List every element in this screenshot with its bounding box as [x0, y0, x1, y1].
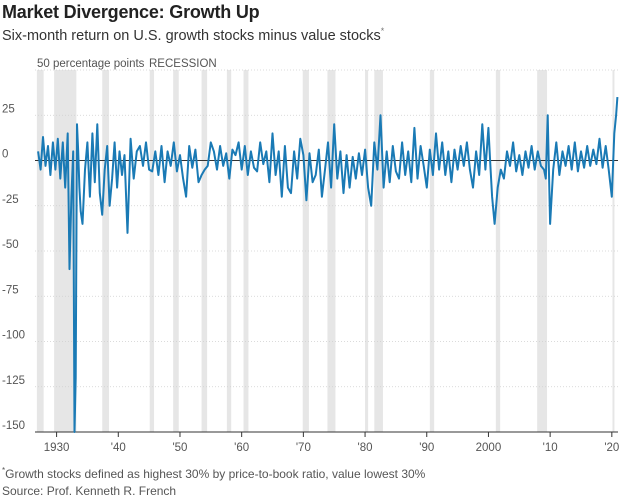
y-axis-tick-labels: 25 0 -25 -50 -75 -100 -125 -150 [2, 103, 25, 432]
footnote-text: Growth stocks defined as highest 30% by … [5, 467, 426, 481]
recession-band-4 [173, 70, 179, 432]
x-axis: 1930 '40 '50 '60 '70 '80 '90 2000 '10 '20 [35, 431, 619, 454]
x-tick-label: '60 [234, 442, 249, 454]
recession-band-0 [36, 70, 44, 432]
y-tick-label: -150 [2, 420, 25, 432]
y-tick-label: -100 [2, 330, 25, 342]
x-tick-label: '10 [543, 442, 558, 454]
recession-band-2 [102, 70, 110, 432]
recession-band-3 [149, 70, 155, 432]
recession-band-15 [612, 70, 615, 432]
y-tick-label: 0 [2, 149, 8, 161]
y-tick-label: -125 [2, 375, 25, 387]
x-tick-label: '20 [604, 442, 619, 454]
gridlines [35, 69, 618, 433]
subtitle-footnote-marker: * [380, 26, 385, 36]
x-tick-label: '50 [172, 442, 187, 454]
x-tick-label: '40 [111, 442, 126, 454]
y-tick-label: -50 [2, 239, 19, 251]
footnote: *Growth stocks defined as highest 30% by… [2, 466, 425, 481]
chart-title: Market Divergence: Growth Up [2, 2, 260, 22]
y-tick-label: -75 [2, 284, 19, 296]
x-tick-label: '80 [358, 442, 373, 454]
x-tick-label: '90 [419, 442, 434, 454]
subtitle-text: Six-month return on U.S. growth stocks m… [2, 27, 381, 44]
series-lines [37, 97, 619, 433]
footnote-marker: * [2, 466, 6, 475]
recession-legend-label: RECESSION [149, 58, 217, 70]
recession-band-9 [327, 70, 336, 432]
recession-band-6 [226, 70, 232, 432]
y-axis-unit-label: 50 percentage points [37, 58, 145, 70]
chart-subtitle: Six-month return on U.S. growth stocks m… [2, 26, 384, 44]
y-tick-label: 25 [2, 103, 15, 115]
y-tick-label: -25 [2, 194, 19, 206]
recession-band-13 [495, 70, 501, 432]
series-line-0 [37, 97, 619, 433]
x-tick-label: 1930 [44, 442, 70, 454]
recession-band-11 [374, 70, 383, 432]
source-note: Source: Prof. Kenneth R. French [2, 484, 177, 498]
recession-band-5 [201, 70, 208, 432]
x-tick-label: 2000 [476, 442, 502, 454]
x-tick-label: '70 [296, 442, 311, 454]
recession-band-10 [365, 70, 369, 432]
